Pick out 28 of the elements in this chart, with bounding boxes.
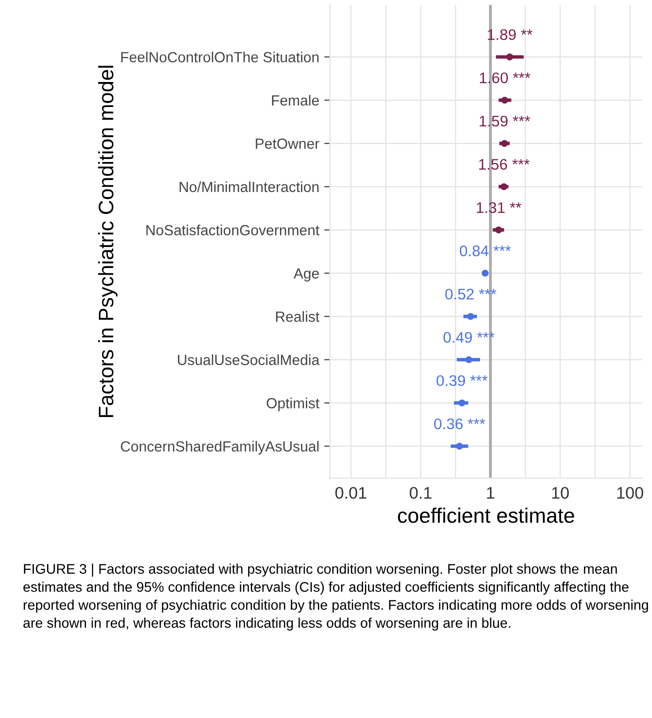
y-tick-label: ConcernSharedFamilyAsUsual [120, 440, 319, 454]
y-tick-label: Age [294, 268, 319, 282]
data-label: 1.60 *** [480, 72, 530, 84]
y-tick-label: Realist [276, 311, 320, 322]
y-tick-label: PetOwner [256, 138, 320, 149]
y-tick-label: No/MinimalInteraction [180, 181, 319, 192]
data-label: 0.39 *** [436, 375, 488, 386]
data-label: 0.52 *** [445, 288, 496, 300]
y-tick-label: Optimist [266, 398, 320, 412]
x-tick-label: 0.1 [410, 486, 432, 499]
x-tick-label: 0.01 [335, 486, 366, 499]
data-label: 0.49 *** [444, 332, 494, 343]
y-tick-label: NoSatisfactionGovernment [146, 224, 320, 236]
data-label: 1.89 ** [488, 29, 532, 40]
data-label: 1.59 *** [480, 116, 530, 127]
data-label: 1.31 ** [476, 202, 522, 214]
data-label: 0.36 *** [434, 418, 486, 430]
x-axis-title: coefficient estimate [398, 508, 574, 523]
y-tick-label: FeelNoControlOnThe Situation [121, 52, 319, 62]
y-tick-label: Female [272, 94, 319, 106]
y-tick-label: UsualUseSocialMedia [178, 354, 320, 366]
y-axis-title: Factors in Psychiatric Condition model [98, 66, 118, 418]
data-label: 0.84 *** [460, 245, 511, 256]
x-tick-label: 10 [552, 486, 569, 499]
caption: FIGURE 3 | Factors associated with psychiatric condition worsening. Foster plot shows the mean estimates and the 95% confidence intervals (CIs) for adjusted coefficients significantly affecting the reported worsening of psychiatric condition by the patients. Factors indicating more odds of worsening are shown in red, whereas factors indicating less odds of worsening are in blue. [23, 564, 648, 631]
data-label: 1.56 *** [479, 158, 530, 170]
x-tick-label: 100 [617, 486, 644, 499]
x-tick-label: 1 [487, 487, 494, 499]
